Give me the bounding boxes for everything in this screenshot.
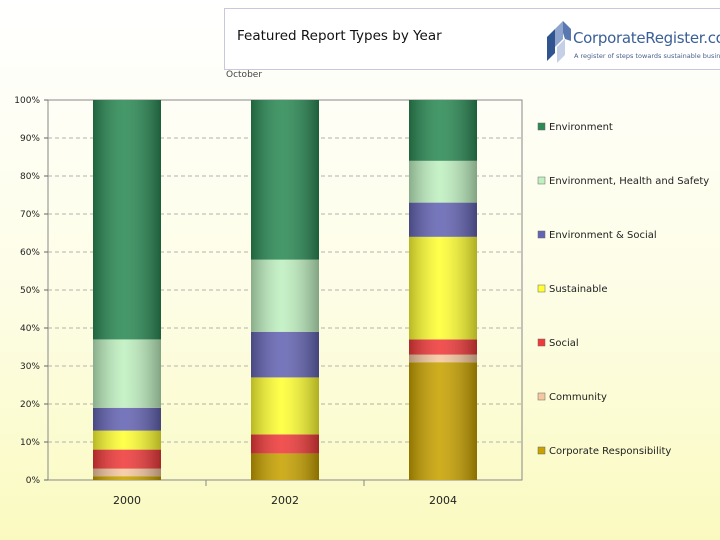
- bar-segment-shade: [93, 430, 161, 450]
- logo-text: CorporateRegister.com: [573, 29, 720, 47]
- header-panel: Featured Report Types by Year CorporateR…: [224, 8, 720, 70]
- bar-segment-shade: [93, 100, 161, 340]
- bar-segment-shade: [409, 160, 477, 203]
- bar-segment-shade: [251, 100, 319, 260]
- x-axis: 2000 2002 2004: [113, 480, 457, 507]
- legend-label: Community: [549, 392, 607, 403]
- legend-label: Environment: [549, 122, 613, 133]
- legend-label: Social: [549, 338, 579, 349]
- bar-segment-shade: [93, 468, 161, 477]
- bar-segment-shade: [409, 202, 477, 237]
- y-tick-label: 90%: [20, 134, 40, 144]
- y-tick-label: 30%: [20, 362, 40, 372]
- logo-icon: [547, 21, 571, 63]
- legend-label: Environment, Health and Safety: [549, 176, 709, 187]
- x-tick-label: 2000: [113, 494, 141, 507]
- y-tick-label: 10%: [20, 438, 40, 448]
- y-tick-label: 40%: [20, 324, 40, 334]
- bar-segment-shade: [251, 377, 319, 435]
- bar-segment-shade: [251, 259, 319, 332]
- date-label: October: [226, 70, 263, 80]
- legend-swatch: [537, 338, 546, 347]
- corporate-register-logo: CorporateRegister.com A register of step…: [543, 19, 720, 65]
- legend: Environment Environment, Health and Safet…: [537, 122, 709, 457]
- bar-segment-shade: [409, 362, 477, 480]
- y-tick-label: 60%: [20, 248, 40, 258]
- legend-label: Sustainable: [549, 284, 607, 295]
- legend-swatch: [537, 122, 546, 131]
- legend-label: Corporate Responsibility: [549, 446, 671, 457]
- bar-segment-shade: [93, 407, 161, 431]
- bar-segment-shade: [409, 354, 477, 363]
- bar-segment-shade: [251, 331, 319, 378]
- y-tick-label: 80%: [20, 172, 40, 182]
- logo-tagline: A register of steps towards sustainable …: [574, 52, 720, 60]
- legend-label: Environment & Social: [549, 230, 657, 241]
- y-axis: 0% 10% 20% 30% 40% 50% 60% 70% 80% 90% 100%: [14, 96, 48, 486]
- y-tick-label: 0%: [26, 476, 41, 486]
- legend-swatch: [537, 176, 546, 185]
- y-tick-label: 20%: [20, 400, 40, 410]
- y-tick-label: 70%: [20, 210, 40, 220]
- legend-swatch: [537, 392, 546, 401]
- x-tick-label: 2002: [271, 494, 299, 507]
- bar-segment-shade: [251, 453, 319, 480]
- bars: [93, 100, 477, 480]
- chart-title: Featured Report Types by Year: [237, 28, 442, 44]
- y-tick-label: 50%: [20, 286, 40, 296]
- x-tick-label: 2004: [429, 494, 457, 507]
- legend-swatch: [537, 446, 546, 455]
- bar-segment-shade: [409, 339, 477, 355]
- bar-segment-shade: [409, 100, 477, 161]
- bar-segment-shade: [93, 339, 161, 408]
- y-tick-label: 100%: [14, 96, 40, 106]
- bar-segment-shade: [93, 476, 161, 480]
- legend-swatch: [537, 230, 546, 239]
- legend-swatch: [537, 284, 546, 293]
- bar-segment-shade: [409, 236, 477, 340]
- bar-segment-shade: [93, 449, 161, 469]
- bar-segment-shade: [251, 434, 319, 454]
